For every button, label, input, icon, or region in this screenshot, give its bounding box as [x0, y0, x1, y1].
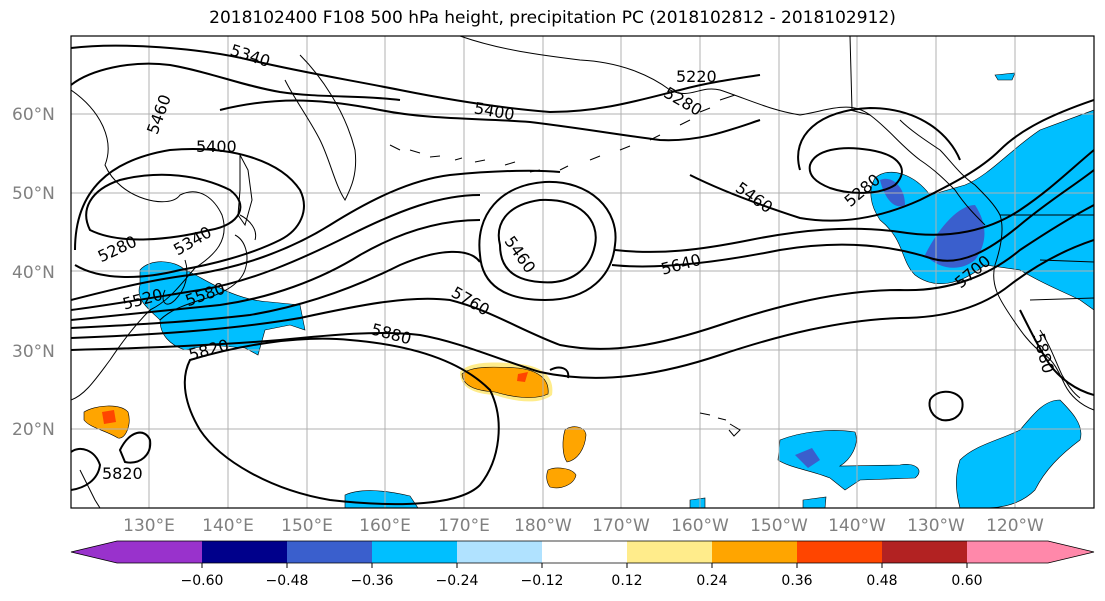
coast-alaska-north [849, 36, 871, 116]
contour-5880-main [183, 337, 500, 506]
precip-fill-hawaii-east-core [795, 448, 820, 468]
coast-kamchatka [284, 54, 357, 201]
coast-alaska-west [459, 36, 986, 226]
map-border [70, 35, 1095, 509]
lon-label: 170°E [438, 516, 490, 536]
latitude-labels: 60°N 50°N 40°N 30°N 20°N [12, 105, 55, 440]
colorbar-segment [372, 541, 457, 563]
coast-california [1009, 314, 1094, 411]
contour-5760 [71, 204, 1094, 350]
colorbar-tick-label: −0.36 [351, 573, 394, 589]
colorbar-segment [117, 541, 202, 563]
precip-fill-dateline-red [517, 372, 528, 382]
precip-fill-south-orange-1 [562, 426, 587, 463]
lon-label: 160°W [671, 516, 729, 536]
lon-label: 140°E [202, 516, 254, 536]
precip-fill-southeast [955, 399, 1082, 508]
precip-fill-south-blue-small-2 [802, 496, 827, 508]
contour-5820-sw [71, 431, 152, 491]
lat-label: 60°N [12, 105, 55, 125]
contour-5880-sw-small [928, 390, 964, 422]
coast-korea [162, 259, 188, 305]
lat-label: 40°N [12, 263, 55, 283]
lon-label: 160°E [359, 516, 411, 536]
coast-japan [159, 214, 257, 321]
colorbar-extend-low [71, 541, 117, 563]
precip-fill-layer [83, 72, 1094, 508]
contour-5400-east [797, 106, 961, 171]
contour-5880-east [1019, 309, 1094, 396]
lat-label: 30°N [12, 342, 55, 362]
colorbar-tick-label: 0.60 [951, 573, 982, 589]
contour-label: 5400 [196, 137, 237, 156]
colorbar-tick-label: −0.12 [521, 573, 564, 589]
colorbar-segment [542, 541, 627, 563]
contour-5460-low [497, 198, 597, 284]
colorbar-segment [457, 541, 542, 563]
height-contours [71, 44, 1094, 506]
lon-label: 150°E [281, 516, 333, 536]
colorbar-extend-high [1048, 541, 1094, 563]
precip-fill-south-orange-2 [546, 467, 577, 489]
graticule [71, 36, 1094, 508]
contour-5400-north [219, 99, 761, 142]
lon-label: 170°W [592, 516, 650, 536]
coast-philippines [79, 469, 101, 508]
coast-asia-east [71, 89, 225, 401]
colorbar-outline [70, 540, 1095, 564]
contour-5280-east [808, 147, 903, 194]
colorbar-segment [967, 541, 1048, 563]
contour-5640 [71, 149, 1094, 321]
colorbar: −0.60 −0.48 −0.36 −0.24 −0.12 0.12 0.24 … [70, 540, 1095, 589]
colorbar-tick-label: −0.60 [181, 573, 224, 589]
contour-5280-west [85, 173, 242, 241]
contour-5460-east [689, 99, 1094, 222]
coast-baja [1039, 329, 1081, 399]
precip-fill-northeast-pacific-core [880, 178, 985, 268]
contour-5820 [71, 239, 1094, 379]
colorbar-tick-label: −0.24 [436, 573, 479, 589]
colorbar-tick-label: 0.12 [611, 573, 642, 589]
contour-5640-south-small [549, 366, 570, 379]
coast-hawaii [699, 412, 741, 437]
contour-label: 5820 [102, 464, 143, 483]
precip-fill-northeast-pacific [870, 109, 1094, 311]
coast-sakhalin [237, 154, 253, 227]
contour-5400-west [74, 148, 305, 278]
colorbar-segment [797, 541, 882, 563]
coast-canada-west [899, 119, 1011, 316]
lon-label: 150°W [750, 516, 808, 536]
lon-label: 120°W [986, 516, 1044, 536]
longitude-labels: 130°E 140°E 150°E 160°E 170°E 180°W 170°… [123, 516, 1044, 536]
colorbar-tick-label: 0.48 [866, 573, 897, 589]
precip-fill-hawaii-east [777, 430, 920, 491]
lon-label: 130°E [123, 516, 175, 536]
colorbar-segment [882, 541, 967, 563]
contour-5580 [71, 194, 481, 311]
colorbar-tick-label: 0.36 [781, 573, 812, 589]
lat-label: 20°N [12, 420, 55, 440]
contour-5700 [71, 169, 1094, 329]
colorbar-segment [202, 541, 287, 563]
contour-5460-west [71, 62, 401, 101]
colorbar-segment [627, 541, 712, 563]
contour-5520 [71, 169, 561, 301]
precip-fill-west-red [102, 410, 116, 424]
lon-label: 140°W [828, 516, 886, 536]
precip-fill-south-blue-small-3 [689, 497, 706, 508]
map-title: 2018102400 F108 500 hPa height, precipit… [209, 8, 896, 28]
colorbar-segment [712, 541, 797, 563]
contour-label: 5220 [676, 67, 717, 86]
colorbar-segment [287, 541, 372, 563]
contour-5340-north [71, 44, 761, 114]
lat-label: 50°N [12, 184, 55, 204]
lon-label: 130°W [907, 516, 965, 536]
lon-label: 180°W [514, 516, 572, 536]
colorbar-tick-label: 0.24 [696, 573, 727, 589]
precip-fill-alaska-blue [994, 72, 1016, 81]
colorbar-tick-label: −0.48 [266, 573, 309, 589]
contour-5580-low-outer [478, 180, 617, 302]
